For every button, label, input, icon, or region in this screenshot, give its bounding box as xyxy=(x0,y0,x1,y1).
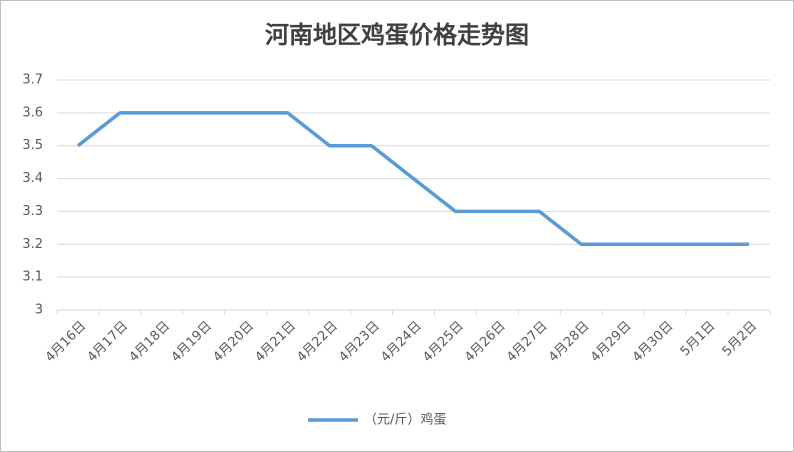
y-tick-label: 3.5 xyxy=(22,138,43,153)
y-tick-label: 3.3 xyxy=(22,204,43,219)
series-line xyxy=(76,111,750,247)
y-tick-label: 3.4 xyxy=(22,171,43,186)
y-tick-label: 3.7 xyxy=(22,73,43,88)
y-tick-label: 3.1 xyxy=(22,270,43,285)
chart-title: 河南地区鸡蛋价格走势图 xyxy=(265,21,529,49)
y-tick-label: 3.2 xyxy=(22,237,43,252)
y-tick-label: 3.6 xyxy=(22,105,43,120)
legend-label: （元/斤）鸡蛋 xyxy=(364,412,446,428)
y-tick-label: 3 xyxy=(35,303,43,318)
